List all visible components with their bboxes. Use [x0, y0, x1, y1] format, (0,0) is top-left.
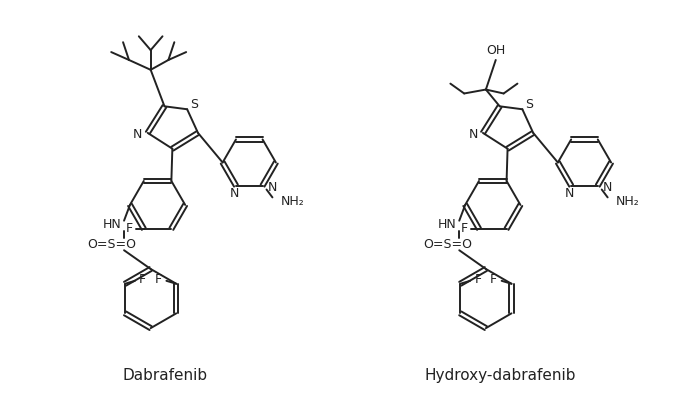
Text: N: N — [564, 187, 574, 200]
Text: S: S — [525, 98, 533, 111]
Text: HN: HN — [438, 218, 457, 231]
Text: F: F — [126, 222, 132, 235]
Text: O=S=O: O=S=O — [88, 238, 137, 251]
Text: N: N — [468, 128, 478, 141]
Text: OH: OH — [486, 43, 506, 56]
Text: N: N — [230, 187, 239, 200]
Text: F: F — [139, 273, 146, 286]
Text: F: F — [475, 273, 481, 286]
Text: N: N — [133, 128, 142, 141]
Text: Hydroxy-dabrafenib: Hydroxy-dabrafenib — [425, 368, 576, 383]
Text: HN: HN — [103, 218, 122, 231]
Text: Dabrafenib: Dabrafenib — [123, 368, 208, 383]
Text: S: S — [190, 98, 198, 111]
Text: F: F — [490, 273, 497, 286]
Text: NH₂: NH₂ — [280, 195, 304, 208]
Text: N: N — [268, 181, 277, 194]
Text: F: F — [460, 222, 468, 235]
Text: N: N — [603, 181, 612, 194]
Text: F: F — [155, 273, 162, 286]
Text: NH₂: NH₂ — [616, 195, 639, 208]
Text: O=S=O: O=S=O — [423, 238, 472, 251]
